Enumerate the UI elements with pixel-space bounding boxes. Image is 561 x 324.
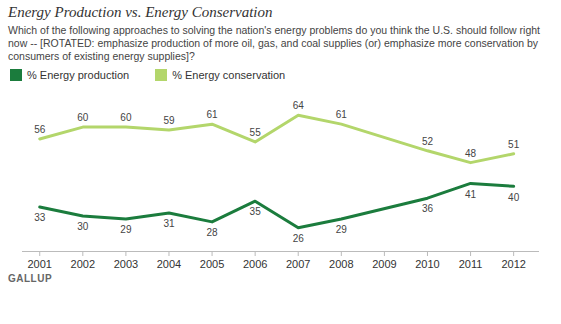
html-text:% Energy production: % Energy production	[27, 69, 130, 81]
html-text:% Energy conservation: % Energy conservation	[172, 69, 286, 81]
svg-text:2003: 2003	[114, 258, 138, 270]
html-text:Which of the following approac: Which of the following approaches to sol…	[8, 24, 540, 62]
svg-text:60: 60	[120, 112, 132, 123]
svg-text:2009: 2009	[372, 258, 396, 270]
svg-text:2006: 2006	[243, 258, 267, 270]
svg-text:31: 31	[163, 218, 175, 229]
svg-text:2011: 2011	[459, 258, 483, 270]
svg-text:28: 28	[207, 227, 219, 238]
svg-text:2004: 2004	[157, 258, 181, 270]
svg-text:33: 33	[34, 212, 46, 223]
svg-text:64: 64	[293, 100, 305, 111]
svg-text:2001: 2001	[27, 258, 51, 270]
svg-text:2005: 2005	[200, 258, 224, 270]
svg-text:30: 30	[77, 221, 89, 232]
svg-text:61: 61	[336, 109, 348, 120]
svg-text:60: 60	[77, 112, 89, 123]
svg-text:36: 36	[422, 203, 434, 214]
svg-text:41: 41	[465, 189, 477, 200]
svg-text:2010: 2010	[415, 258, 439, 270]
svg-text:35: 35	[250, 206, 262, 217]
svg-text:29: 29	[336, 224, 348, 235]
svg-text:2007: 2007	[286, 258, 310, 270]
svg-text:40: 40	[508, 192, 520, 203]
svg-text:2008: 2008	[329, 258, 353, 270]
svg-text:56: 56	[34, 124, 46, 135]
svg-text:26: 26	[293, 233, 305, 244]
html-text:GALLUP: GALLUP	[8, 273, 53, 284]
svg-text:61: 61	[207, 109, 219, 120]
svg-text:2012: 2012	[501, 258, 525, 270]
svg-text:51: 51	[508, 139, 520, 150]
svg-text:52: 52	[422, 136, 434, 147]
svg-text:55: 55	[250, 127, 262, 138]
svg-text:29: 29	[120, 224, 132, 235]
svg-text:59: 59	[163, 115, 175, 126]
svg-text:48: 48	[465, 148, 477, 159]
html-text:Energy Production vs. Energy C: Energy Production vs. Energy Conservatio…	[8, 4, 273, 20]
svg-text:2002: 2002	[71, 258, 95, 270]
